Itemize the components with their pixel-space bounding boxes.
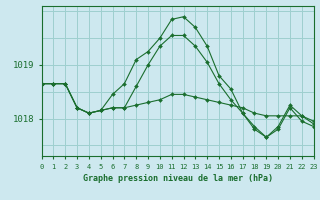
X-axis label: Graphe pression niveau de la mer (hPa): Graphe pression niveau de la mer (hPa) (83, 174, 273, 183)
